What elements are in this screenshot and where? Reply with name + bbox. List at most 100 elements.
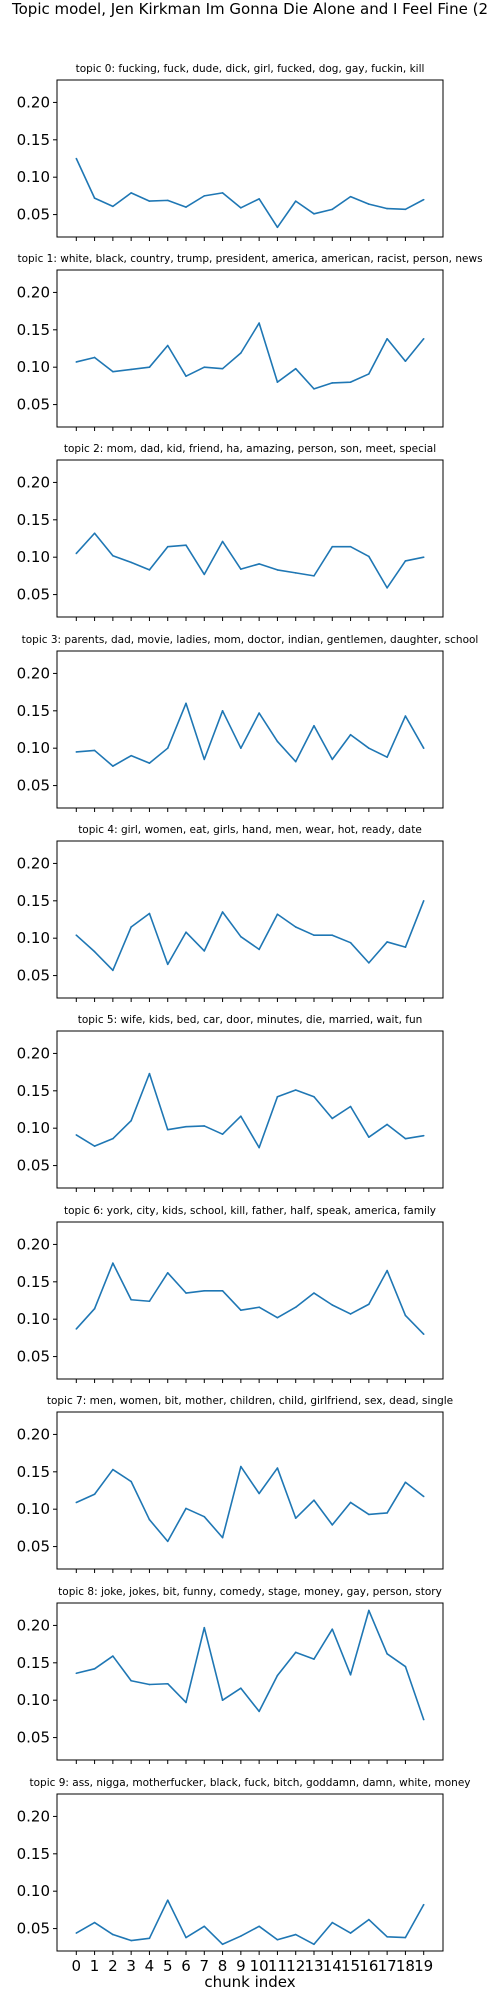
data-point [148, 1072, 151, 1075]
data-point [221, 540, 224, 543]
subplot-title: topic 3: parents, dad, movie, ladies, mo… [22, 634, 479, 646]
data-point [130, 926, 132, 928]
data-point [185, 375, 187, 377]
data-point [368, 747, 370, 749]
y-tick-label: 0.20 [17, 854, 50, 872]
data-point [185, 1507, 187, 1510]
data-point [422, 1495, 425, 1498]
data-point [294, 1306, 297, 1309]
axes-frame [56, 840, 444, 999]
data-point [331, 545, 334, 548]
data-point [404, 1314, 407, 1317]
data-point [258, 712, 260, 714]
data-point [386, 1123, 388, 1126]
data-point [166, 199, 169, 202]
y-tick-label: 0.20 [17, 1235, 50, 1253]
data-point [258, 322, 260, 324]
data-point [112, 1262, 114, 1264]
y-tick-label: 0.15 [17, 131, 50, 149]
data-point [203, 1626, 206, 1629]
data-point [130, 192, 132, 194]
y-tick-label: 0.15 [17, 1082, 50, 1100]
data-point [331, 1921, 334, 1924]
data-point [294, 1089, 297, 1091]
data-point [313, 1658, 315, 1660]
series-line [75, 158, 425, 229]
data-point [203, 758, 206, 761]
data-point [276, 226, 279, 229]
data-point [368, 962, 370, 964]
data-point [386, 1269, 388, 1272]
y-tick-label: 0.20 [17, 93, 50, 111]
x-tick-label: 9 [236, 1957, 246, 1975]
data-point [240, 1687, 242, 1690]
data-point [221, 1133, 224, 1135]
data-point [93, 1493, 96, 1496]
data-point [276, 1095, 279, 1098]
data-point [203, 1515, 206, 1518]
data-point [240, 1465, 242, 1468]
data-point [294, 1933, 297, 1936]
data-point [112, 765, 114, 767]
data-point [148, 569, 151, 571]
subplot-topic-9: topic 9: ass, nigga, motherfucker, black… [17, 1777, 471, 1991]
data-point [313, 1943, 315, 1946]
axes-frame [56, 1221, 444, 1380]
y-tick-label: 0.05 [17, 396, 50, 414]
axes-frame [56, 1793, 444, 1952]
x-axis-label: chunk index [204, 1973, 295, 1991]
data-point [294, 367, 297, 370]
data-point [349, 941, 352, 944]
data-point [148, 1683, 151, 1686]
axes-frame [56, 1030, 444, 1189]
x-tick-label: 7 [200, 1957, 210, 1975]
data-point [276, 569, 279, 571]
data-point [386, 207, 388, 210]
data-point [75, 1672, 78, 1675]
data-point [386, 337, 388, 340]
subplot-title: topic 7: men, women, bit, mother, childr… [47, 1395, 453, 1407]
data-point [203, 573, 206, 576]
y-tick-label: 0.10 [17, 1500, 50, 1518]
subplots: topic 0: fucking, fuck, dude, dick, girl… [17, 63, 483, 1991]
series-line [75, 1262, 425, 1335]
x-tick-label: 1 [90, 1957, 100, 1975]
subplot-title: topic 9: ass, nigga, motherfucker, black… [29, 1777, 470, 1789]
data-point [240, 747, 242, 749]
data-point [185, 1292, 187, 1294]
y-tick-label: 0.10 [17, 1119, 50, 1137]
y-tick-label: 0.10 [17, 1310, 50, 1328]
data-point [240, 1309, 242, 1312]
data-point [404, 1481, 407, 1484]
data-point [294, 1651, 297, 1654]
data-point [313, 1292, 315, 1294]
subplot-title: topic 4: girl, women, eat, girls, hand, … [78, 824, 422, 836]
data-point [185, 206, 187, 208]
data-point [203, 1125, 206, 1127]
data-point [166, 747, 169, 749]
data-point [166, 1128, 169, 1131]
subplot-title: topic 0: fucking, fuck, dude, dick, girl… [76, 63, 425, 75]
data-point [185, 544, 187, 547]
data-point [294, 926, 297, 928]
y-tick-label: 0.05 [17, 967, 50, 985]
y-tick-label: 0.20 [17, 664, 50, 682]
data-point [404, 715, 407, 717]
x-tick-label: 0 [72, 1957, 82, 1975]
axes-frame [56, 269, 444, 428]
data-point [258, 1925, 260, 1928]
series-line [76, 322, 425, 390]
y-tick-label: 0.05 [17, 206, 50, 224]
subplot-topic-0: topic 0: fucking, fuck, dude, dick, girl… [17, 63, 444, 241]
y-tick-label: 0.15 [17, 702, 50, 720]
data-point [349, 733, 352, 736]
data-point [112, 969, 114, 972]
data-point [185, 1125, 187, 1128]
subplot-topic-1: topic 1: white, black, country, trump, p… [17, 253, 483, 431]
y-tick-label: 0.10 [17, 929, 50, 947]
data-point [404, 560, 407, 562]
data-point [276, 1316, 279, 1319]
data-point [240, 207, 242, 209]
x-tick-label: 6 [181, 1957, 191, 1975]
series-line [75, 532, 424, 589]
